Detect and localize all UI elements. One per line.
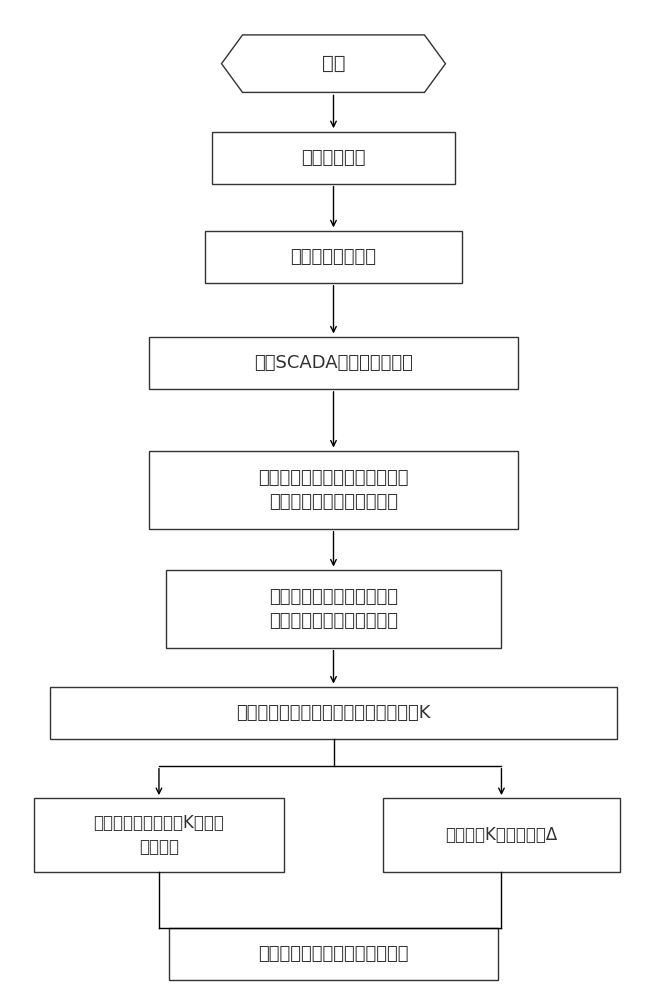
FancyBboxPatch shape — [205, 231, 462, 283]
Text: 开始: 开始 — [321, 54, 346, 73]
Text: 同一地区K值同比差値Δ: 同一地区K值同比差値Δ — [446, 826, 558, 844]
Text: 本次实测各地区根据K值进行
水平区分: 本次实测各地区根据K值进行 水平区分 — [93, 814, 224, 856]
FancyBboxPatch shape — [169, 928, 498, 980]
Text: 开展地区电网线捯理论计算，获
取分压供电量及全网线捯率: 开展地区电网线捯理论计算，获 取分压供电量及全网线捯率 — [258, 469, 409, 511]
FancyBboxPatch shape — [149, 337, 518, 389]
Polygon shape — [221, 35, 446, 92]
FancyBboxPatch shape — [34, 798, 284, 872]
FancyBboxPatch shape — [50, 687, 617, 739]
Text: 计算地区电网理论线捯水平差异率指标K: 计算地区电网理论线捯水平差异率指标K — [236, 704, 431, 722]
FancyBboxPatch shape — [149, 451, 518, 529]
Text: 进行上一级电网线捯理论计
算，获取全网及分压线捯率: 进行上一级电网线捯理论计 算，获取全网及分压线捯率 — [269, 588, 398, 630]
FancyBboxPatch shape — [383, 798, 620, 872]
FancyBboxPatch shape — [211, 132, 456, 184]
FancyBboxPatch shape — [165, 570, 502, 648]
Text: 开展地区负荷实测: 开展地区负荷实测 — [291, 248, 376, 266]
Text: 图形参数维护: 图形参数维护 — [301, 149, 366, 167]
Text: 获取SCADA等业务系统数据: 获取SCADA等业务系统数据 — [254, 354, 413, 372]
Text: 进行电网内各地区线捯工作评价: 进行电网内各地区线捯工作评价 — [258, 945, 409, 963]
